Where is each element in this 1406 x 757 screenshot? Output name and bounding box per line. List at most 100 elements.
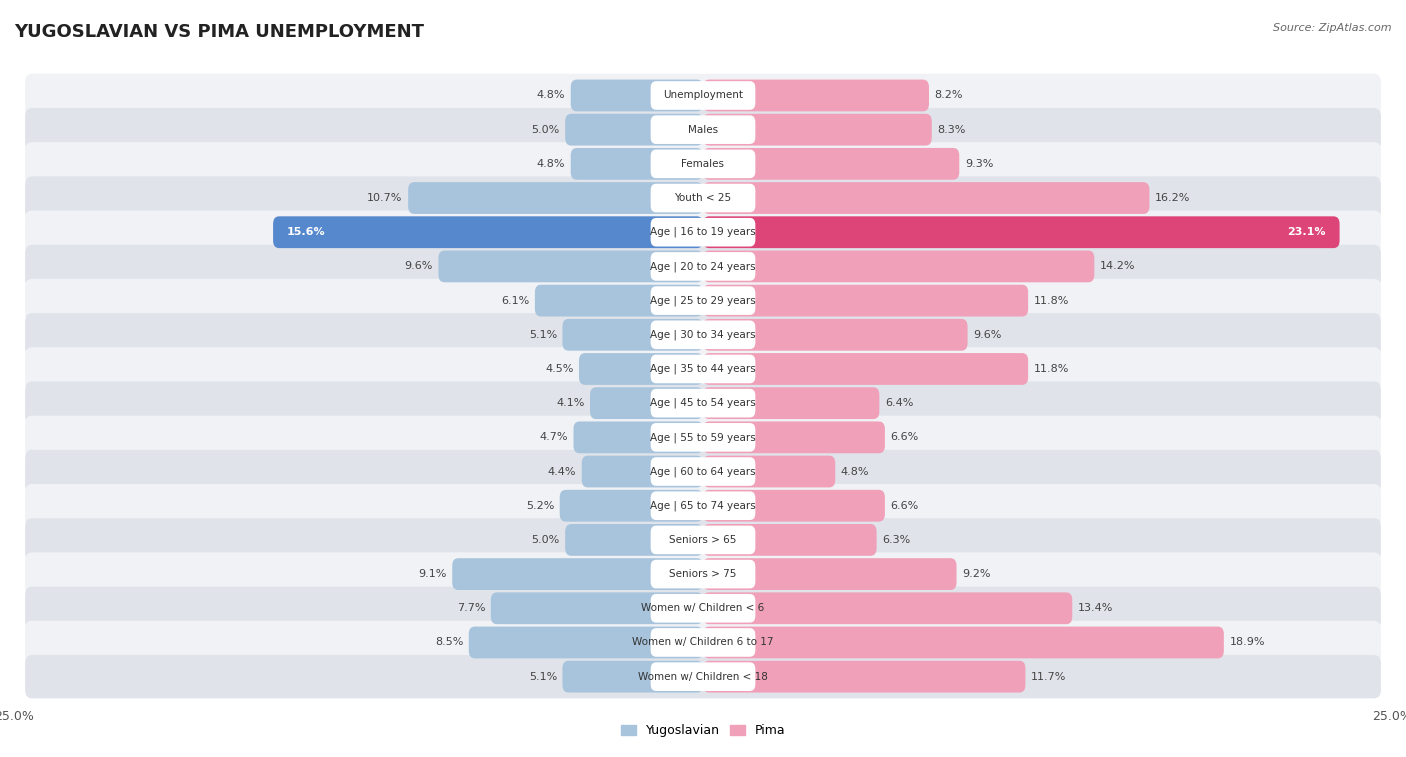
FancyBboxPatch shape: [468, 627, 703, 659]
Text: Unemployment: Unemployment: [664, 91, 742, 101]
FancyBboxPatch shape: [703, 490, 884, 522]
Text: YUGOSLAVIAN VS PIMA UNEMPLOYMENT: YUGOSLAVIAN VS PIMA UNEMPLOYMENT: [14, 23, 425, 41]
Text: Age | 55 to 59 years: Age | 55 to 59 years: [650, 432, 756, 443]
Text: 4.8%: 4.8%: [537, 159, 565, 169]
FancyBboxPatch shape: [651, 491, 755, 520]
Text: Women w/ Children < 6: Women w/ Children < 6: [641, 603, 765, 613]
FancyBboxPatch shape: [651, 628, 755, 657]
Text: 7.7%: 7.7%: [457, 603, 485, 613]
FancyBboxPatch shape: [25, 519, 1381, 562]
FancyBboxPatch shape: [651, 594, 755, 622]
Text: Age | 65 to 74 years: Age | 65 to 74 years: [650, 500, 756, 511]
Text: 9.6%: 9.6%: [973, 330, 1001, 340]
Text: 5.0%: 5.0%: [531, 125, 560, 135]
Text: 18.9%: 18.9%: [1229, 637, 1265, 647]
Text: 4.8%: 4.8%: [537, 91, 565, 101]
FancyBboxPatch shape: [703, 627, 1223, 659]
FancyBboxPatch shape: [703, 388, 879, 419]
FancyBboxPatch shape: [703, 353, 1028, 385]
FancyBboxPatch shape: [25, 655, 1381, 699]
FancyBboxPatch shape: [703, 593, 1073, 625]
FancyBboxPatch shape: [703, 114, 932, 145]
FancyBboxPatch shape: [703, 217, 1340, 248]
FancyBboxPatch shape: [703, 524, 876, 556]
Text: Females: Females: [682, 159, 724, 169]
Legend: Yugoslavian, Pima: Yugoslavian, Pima: [616, 719, 790, 743]
Text: 8.3%: 8.3%: [938, 125, 966, 135]
Text: 9.1%: 9.1%: [419, 569, 447, 579]
FancyBboxPatch shape: [582, 456, 703, 488]
Text: Males: Males: [688, 125, 718, 135]
FancyBboxPatch shape: [591, 388, 703, 419]
FancyBboxPatch shape: [703, 148, 959, 179]
FancyBboxPatch shape: [651, 320, 755, 349]
FancyBboxPatch shape: [651, 218, 755, 247]
FancyBboxPatch shape: [703, 251, 1094, 282]
FancyBboxPatch shape: [25, 245, 1381, 288]
Text: Age | 35 to 44 years: Age | 35 to 44 years: [650, 363, 756, 374]
Text: 4.8%: 4.8%: [841, 466, 869, 477]
FancyBboxPatch shape: [579, 353, 703, 385]
Text: Age | 16 to 19 years: Age | 16 to 19 years: [650, 227, 756, 238]
FancyBboxPatch shape: [651, 252, 755, 281]
Text: 9.6%: 9.6%: [405, 261, 433, 272]
Text: 5.0%: 5.0%: [531, 535, 560, 545]
FancyBboxPatch shape: [703, 422, 884, 453]
Text: 15.6%: 15.6%: [287, 227, 326, 237]
Text: 6.3%: 6.3%: [882, 535, 910, 545]
Text: 11.8%: 11.8%: [1033, 364, 1069, 374]
Text: Youth < 25: Youth < 25: [675, 193, 731, 203]
FancyBboxPatch shape: [651, 355, 755, 383]
Text: 11.8%: 11.8%: [1033, 295, 1069, 306]
FancyBboxPatch shape: [25, 587, 1381, 630]
Text: 5.2%: 5.2%: [526, 500, 554, 511]
FancyBboxPatch shape: [25, 73, 1381, 117]
FancyBboxPatch shape: [565, 524, 703, 556]
Text: 14.2%: 14.2%: [1099, 261, 1135, 272]
FancyBboxPatch shape: [562, 661, 703, 693]
Text: Age | 25 to 29 years: Age | 25 to 29 years: [650, 295, 756, 306]
FancyBboxPatch shape: [651, 184, 755, 213]
FancyBboxPatch shape: [651, 423, 755, 452]
FancyBboxPatch shape: [439, 251, 703, 282]
Text: 6.6%: 6.6%: [890, 432, 918, 442]
Text: Women w/ Children < 18: Women w/ Children < 18: [638, 671, 768, 681]
FancyBboxPatch shape: [703, 661, 1025, 693]
FancyBboxPatch shape: [25, 553, 1381, 596]
FancyBboxPatch shape: [273, 217, 703, 248]
Text: Seniors > 75: Seniors > 75: [669, 569, 737, 579]
Text: 5.1%: 5.1%: [529, 671, 557, 681]
FancyBboxPatch shape: [571, 79, 703, 111]
FancyBboxPatch shape: [651, 389, 755, 417]
FancyBboxPatch shape: [571, 148, 703, 179]
FancyBboxPatch shape: [25, 210, 1381, 254]
Text: 6.6%: 6.6%: [890, 500, 918, 511]
FancyBboxPatch shape: [651, 525, 755, 554]
FancyBboxPatch shape: [25, 176, 1381, 220]
FancyBboxPatch shape: [491, 593, 703, 625]
FancyBboxPatch shape: [651, 81, 755, 110]
FancyBboxPatch shape: [651, 115, 755, 144]
Text: 6.4%: 6.4%: [884, 398, 914, 408]
FancyBboxPatch shape: [703, 285, 1028, 316]
FancyBboxPatch shape: [703, 319, 967, 350]
FancyBboxPatch shape: [25, 450, 1381, 494]
FancyBboxPatch shape: [560, 490, 703, 522]
Text: 5.1%: 5.1%: [529, 330, 557, 340]
Text: 4.1%: 4.1%: [557, 398, 585, 408]
FancyBboxPatch shape: [25, 108, 1381, 151]
FancyBboxPatch shape: [25, 347, 1381, 391]
Text: 23.1%: 23.1%: [1288, 227, 1326, 237]
FancyBboxPatch shape: [703, 558, 956, 590]
FancyBboxPatch shape: [651, 150, 755, 178]
Text: Age | 20 to 24 years: Age | 20 to 24 years: [650, 261, 756, 272]
FancyBboxPatch shape: [703, 182, 1150, 214]
Text: 4.7%: 4.7%: [540, 432, 568, 442]
Text: 11.7%: 11.7%: [1031, 671, 1066, 681]
FancyBboxPatch shape: [574, 422, 703, 453]
Text: 16.2%: 16.2%: [1154, 193, 1191, 203]
Text: Age | 30 to 34 years: Age | 30 to 34 years: [650, 329, 756, 340]
FancyBboxPatch shape: [25, 416, 1381, 459]
Text: 8.5%: 8.5%: [434, 637, 463, 647]
FancyBboxPatch shape: [25, 279, 1381, 322]
